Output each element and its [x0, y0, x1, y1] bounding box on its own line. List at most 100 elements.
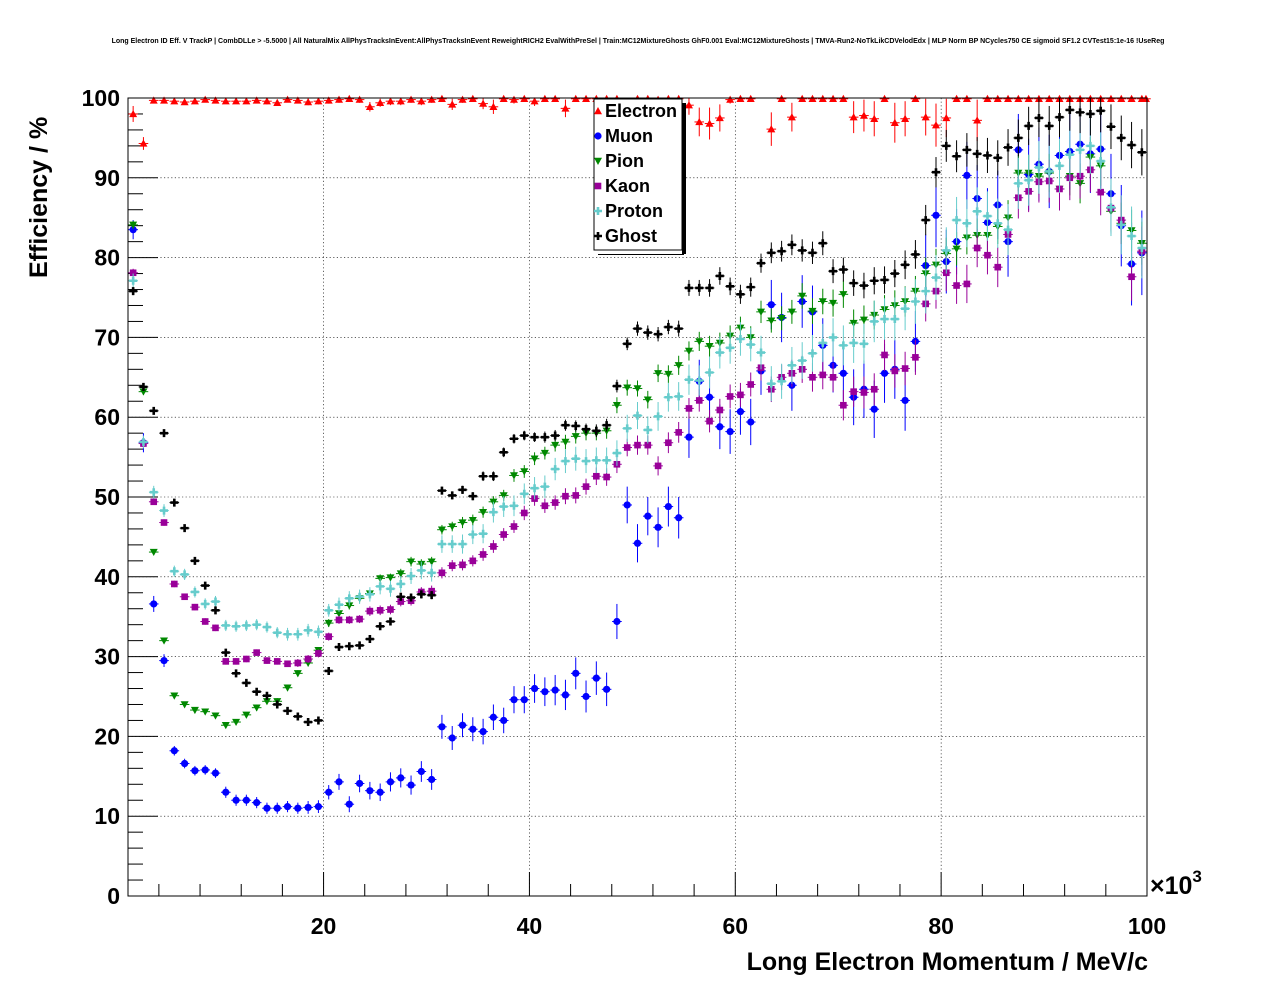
proton-point — [180, 570, 189, 579]
electron-point — [180, 97, 189, 106]
electron-point — [715, 113, 724, 122]
proton-point — [1045, 167, 1054, 176]
ghost-point — [571, 421, 580, 430]
pion-point — [520, 468, 529, 476]
proton-point — [160, 506, 169, 515]
legend-marker-pion — [594, 157, 602, 165]
kaon-point — [212, 624, 219, 632]
ghost-point — [931, 168, 940, 177]
proton-point — [798, 356, 807, 365]
kaon-point — [901, 365, 909, 372]
kaon-point — [665, 439, 672, 447]
ghost-point — [129, 287, 138, 296]
muon-point — [510, 696, 518, 704]
electron-point — [859, 111, 868, 119]
proton-point — [859, 339, 868, 348]
pion-point — [808, 307, 817, 316]
pion-point — [437, 526, 446, 534]
x-tick-label: 100 — [1128, 913, 1166, 939]
pion-point — [190, 706, 199, 715]
ghost-point — [1045, 121, 1054, 130]
electron-point — [376, 98, 385, 106]
pion-point — [170, 692, 179, 700]
proton-point — [139, 437, 148, 446]
ghost-point — [242, 678, 251, 687]
series-proton — [128, 117, 1147, 641]
ghost-point — [654, 330, 663, 339]
legend-marker-electron — [594, 107, 602, 115]
ghost-point — [829, 267, 838, 276]
muon-point — [901, 396, 909, 405]
ghost-point — [1024, 121, 1033, 130]
ghost-point — [983, 151, 992, 160]
electron-point — [262, 97, 271, 105]
proton-point — [540, 482, 549, 491]
ghost-point — [345, 642, 354, 651]
kaon-point — [912, 354, 919, 361]
electron-point — [767, 125, 776, 133]
proton-point — [499, 502, 508, 511]
muon-point — [201, 766, 209, 774]
proton-point — [633, 411, 642, 420]
muon-point — [747, 418, 755, 426]
proton-point — [386, 584, 395, 593]
electron-point — [252, 96, 261, 104]
kaon-point — [963, 280, 971, 288]
kaon-point — [304, 655, 312, 663]
pion-point — [787, 308, 796, 316]
pion-point — [654, 370, 663, 378]
pion-point — [407, 558, 416, 566]
kaon-point — [695, 397, 703, 404]
legend-items: Electron Muon Pion Kaon Proton Ghost — [594, 101, 677, 246]
electron-point — [417, 97, 426, 105]
pion-point — [335, 610, 344, 618]
proton-point — [170, 567, 179, 576]
pion-point — [499, 492, 508, 500]
ghost-point — [901, 260, 910, 269]
legend-shadow-bottom — [598, 254, 684, 255]
proton-point — [1096, 157, 1105, 166]
kaon-point — [562, 492, 569, 500]
proton-point — [808, 349, 817, 358]
ghost-point — [973, 149, 982, 158]
kaon-point — [253, 649, 260, 656]
ghost-point — [1137, 148, 1146, 157]
ghost-point — [355, 641, 364, 650]
proton-point — [1076, 145, 1085, 154]
pion-point — [777, 315, 786, 323]
pion-point — [160, 637, 169, 645]
ghost-point — [160, 429, 169, 438]
proton-point — [242, 621, 251, 630]
ghost-point — [283, 706, 292, 715]
ghost-point — [365, 635, 374, 644]
muon-point — [273, 804, 281, 812]
muon-point — [736, 408, 745, 416]
grid-layer — [128, 98, 1147, 896]
y-tick-label: 10 — [94, 803, 120, 829]
proton-point — [757, 348, 766, 357]
y-tick-label: 30 — [94, 644, 120, 670]
proton-point — [829, 333, 838, 342]
proton-point — [890, 315, 899, 324]
ghost-point — [427, 591, 436, 600]
muon-point — [170, 747, 178, 755]
pion-point — [211, 712, 220, 720]
ghost-point — [1055, 113, 1064, 122]
proton-point — [695, 376, 704, 385]
ghost-point — [201, 581, 210, 590]
ghost-point — [1004, 143, 1013, 152]
muon-point — [438, 723, 446, 731]
legend-item-kaon: Kaon — [594, 176, 650, 196]
legend-label-proton: Proton — [605, 201, 663, 221]
proton-point — [818, 338, 827, 347]
proton-point — [489, 508, 498, 517]
pion-point — [551, 441, 560, 450]
proton-point — [736, 334, 745, 343]
legend-item-proton: Proton — [594, 201, 663, 221]
proton-point — [520, 489, 529, 498]
kaon-point — [891, 367, 899, 375]
proton-point — [561, 457, 570, 466]
proton-point — [674, 392, 683, 401]
proton-point — [870, 317, 879, 326]
proton-point — [530, 484, 539, 493]
